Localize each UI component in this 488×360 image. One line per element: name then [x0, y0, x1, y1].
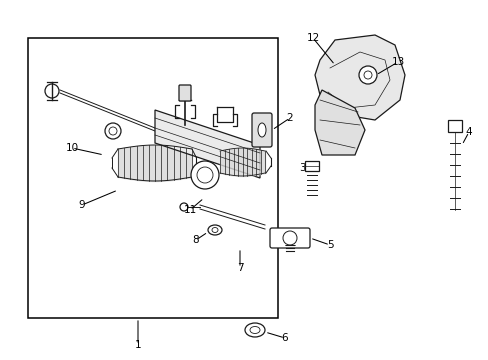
Circle shape — [197, 167, 213, 183]
Circle shape — [109, 127, 117, 135]
Ellipse shape — [207, 225, 222, 235]
FancyBboxPatch shape — [179, 85, 191, 101]
Text: 12: 12 — [306, 33, 319, 43]
Circle shape — [358, 66, 376, 84]
Polygon shape — [314, 90, 364, 155]
Circle shape — [363, 71, 371, 79]
Text: 11: 11 — [183, 205, 196, 215]
Polygon shape — [447, 120, 461, 132]
Circle shape — [45, 84, 59, 98]
Polygon shape — [314, 35, 404, 120]
Polygon shape — [155, 110, 260, 178]
Text: 1: 1 — [134, 340, 141, 350]
Circle shape — [283, 231, 296, 245]
Ellipse shape — [244, 323, 264, 337]
Text: 6: 6 — [281, 333, 288, 343]
Text: 13: 13 — [390, 57, 404, 67]
Text: 7: 7 — [236, 263, 243, 273]
Ellipse shape — [212, 228, 218, 233]
Ellipse shape — [258, 123, 265, 137]
Text: 2: 2 — [286, 113, 293, 123]
Text: 10: 10 — [65, 143, 79, 153]
FancyBboxPatch shape — [269, 228, 309, 248]
Text: 3: 3 — [298, 163, 305, 173]
Text: 9: 9 — [79, 200, 85, 210]
FancyBboxPatch shape — [251, 113, 271, 147]
Circle shape — [191, 161, 219, 189]
Text: 8: 8 — [192, 235, 199, 245]
Circle shape — [180, 203, 187, 211]
Ellipse shape — [249, 327, 260, 333]
Polygon shape — [305, 161, 318, 171]
Circle shape — [105, 123, 121, 139]
Text: 5: 5 — [326, 240, 333, 250]
Text: 4: 4 — [465, 127, 471, 137]
Bar — [28, 38, 278, 318]
